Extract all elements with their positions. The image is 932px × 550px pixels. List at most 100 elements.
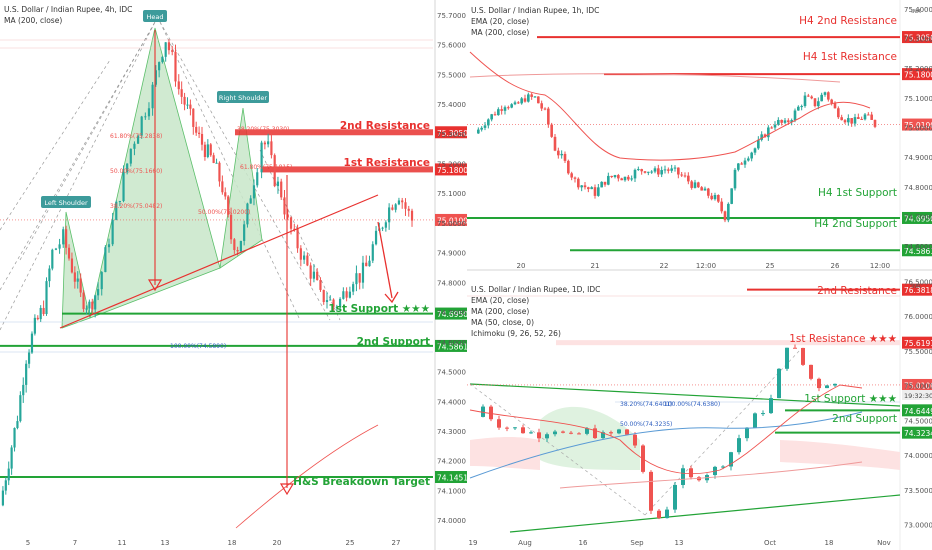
candle-body <box>647 171 650 173</box>
ma200-line <box>469 73 841 83</box>
candle-body <box>720 201 723 212</box>
fib-label: 100.00%(74.6380) <box>664 401 720 408</box>
projection-arrow <box>377 221 393 299</box>
x-tick-label: 19 <box>469 539 478 547</box>
level-name: H4 1st Support <box>818 187 897 199</box>
candle-body <box>857 117 860 119</box>
y-tick-label: 74.7000 <box>437 309 466 317</box>
candle-body <box>70 258 74 273</box>
candle-body <box>161 56 164 63</box>
candle-body <box>740 163 743 165</box>
arrow-head <box>279 483 295 496</box>
price-tag <box>435 471 467 484</box>
candle-body <box>700 187 703 191</box>
candle-body <box>689 468 693 478</box>
candle-body <box>361 262 365 283</box>
indicator-label: EMA (20, close) <box>471 296 529 305</box>
fib-label: 38.20%(75.0482) <box>110 203 162 210</box>
candle-body <box>189 104 192 109</box>
candle-body <box>567 160 570 174</box>
pattern-label: Right Shoulder <box>219 94 267 102</box>
x-tick-label: Nov <box>877 539 891 547</box>
indicator-label: MA (200, close) <box>471 307 529 316</box>
price-tag <box>902 118 932 131</box>
x-tick-label: 13 <box>161 539 170 547</box>
candle-body <box>144 116 147 118</box>
indicator-label: MA (200, close) <box>471 28 529 37</box>
candle-body <box>603 181 607 185</box>
candle-body <box>577 433 581 435</box>
candle-body <box>381 227 384 229</box>
candle-body <box>630 178 633 180</box>
ema20-line <box>469 384 863 475</box>
price-tag-label: 75.0100 <box>904 381 932 390</box>
candle-body <box>407 208 410 211</box>
chart-title: U.S. Dollar / Indian Rupee, 4h, IDC <box>4 5 132 14</box>
candle-body <box>48 268 51 282</box>
x-tick-label: 21 <box>591 262 600 270</box>
fib-label: 38.20%(75.3030) <box>237 126 289 133</box>
y-tick-label: 74.2000 <box>437 458 466 466</box>
y-tick-label: 74.7000 <box>904 213 932 221</box>
candle-body <box>650 171 653 173</box>
y-tick-label: 74.5000 <box>437 369 466 377</box>
candle-body <box>338 298 342 307</box>
level-name: 2nd Support <box>357 336 430 348</box>
candle-body <box>657 168 660 175</box>
candle-body <box>129 148 132 164</box>
candle-body <box>653 168 657 172</box>
candle-body <box>246 203 249 225</box>
candle-body <box>513 427 517 429</box>
price-tag-label: 74.1451 <box>437 474 468 483</box>
candle-body <box>697 182 700 188</box>
candle-body <box>825 385 829 389</box>
candle-body <box>100 272 103 290</box>
candle-body <box>601 432 605 439</box>
candle-body <box>267 141 270 145</box>
price-tag <box>902 211 932 224</box>
resistance-band <box>235 129 433 136</box>
level-name: 2nd Resistance <box>340 120 430 132</box>
candle-body <box>355 273 358 285</box>
candle-body <box>660 170 663 175</box>
candle-body <box>873 119 877 127</box>
candle-body <box>25 363 28 385</box>
price-tag <box>435 126 467 139</box>
y-tick-label: 74.0000 <box>904 452 932 460</box>
ichimoku-cloud-green <box>540 406 640 470</box>
candle-body <box>126 163 129 173</box>
candle-body <box>547 108 550 125</box>
candle-body <box>200 134 204 145</box>
candle-body <box>51 249 54 269</box>
candle-body <box>111 219 114 245</box>
candle-body <box>483 125 487 128</box>
candle-body <box>717 195 720 202</box>
x-tick-label: Oct <box>764 539 776 547</box>
candle-body <box>690 181 693 188</box>
candle-body <box>620 178 623 181</box>
x-tick-label: 7 <box>73 539 77 547</box>
pattern-label-bg <box>143 10 167 22</box>
candle-body <box>523 98 527 102</box>
x-tick-label: 13 <box>675 539 684 547</box>
price-tag <box>435 163 467 176</box>
y-tick-label: 75.1000 <box>904 95 932 103</box>
candle-body <box>543 108 547 110</box>
candle-body <box>107 244 111 248</box>
candle-body <box>681 468 685 485</box>
candle-body <box>227 196 230 215</box>
candle-body <box>721 466 725 468</box>
watermark-label: INR <box>911 9 921 15</box>
x-tick-label: 27 <box>392 539 401 547</box>
candle-body <box>710 195 713 200</box>
candle-body <box>233 239 236 251</box>
candle-body <box>793 110 797 121</box>
y-tick-label: 75.0000 <box>437 220 466 228</box>
y-tick-label: 75.5000 <box>904 348 932 356</box>
x-tick-label: 26 <box>831 262 840 270</box>
candle-body <box>16 421 19 429</box>
price-tag-label: 74.5861 <box>904 247 932 256</box>
arrow-head <box>384 291 399 304</box>
